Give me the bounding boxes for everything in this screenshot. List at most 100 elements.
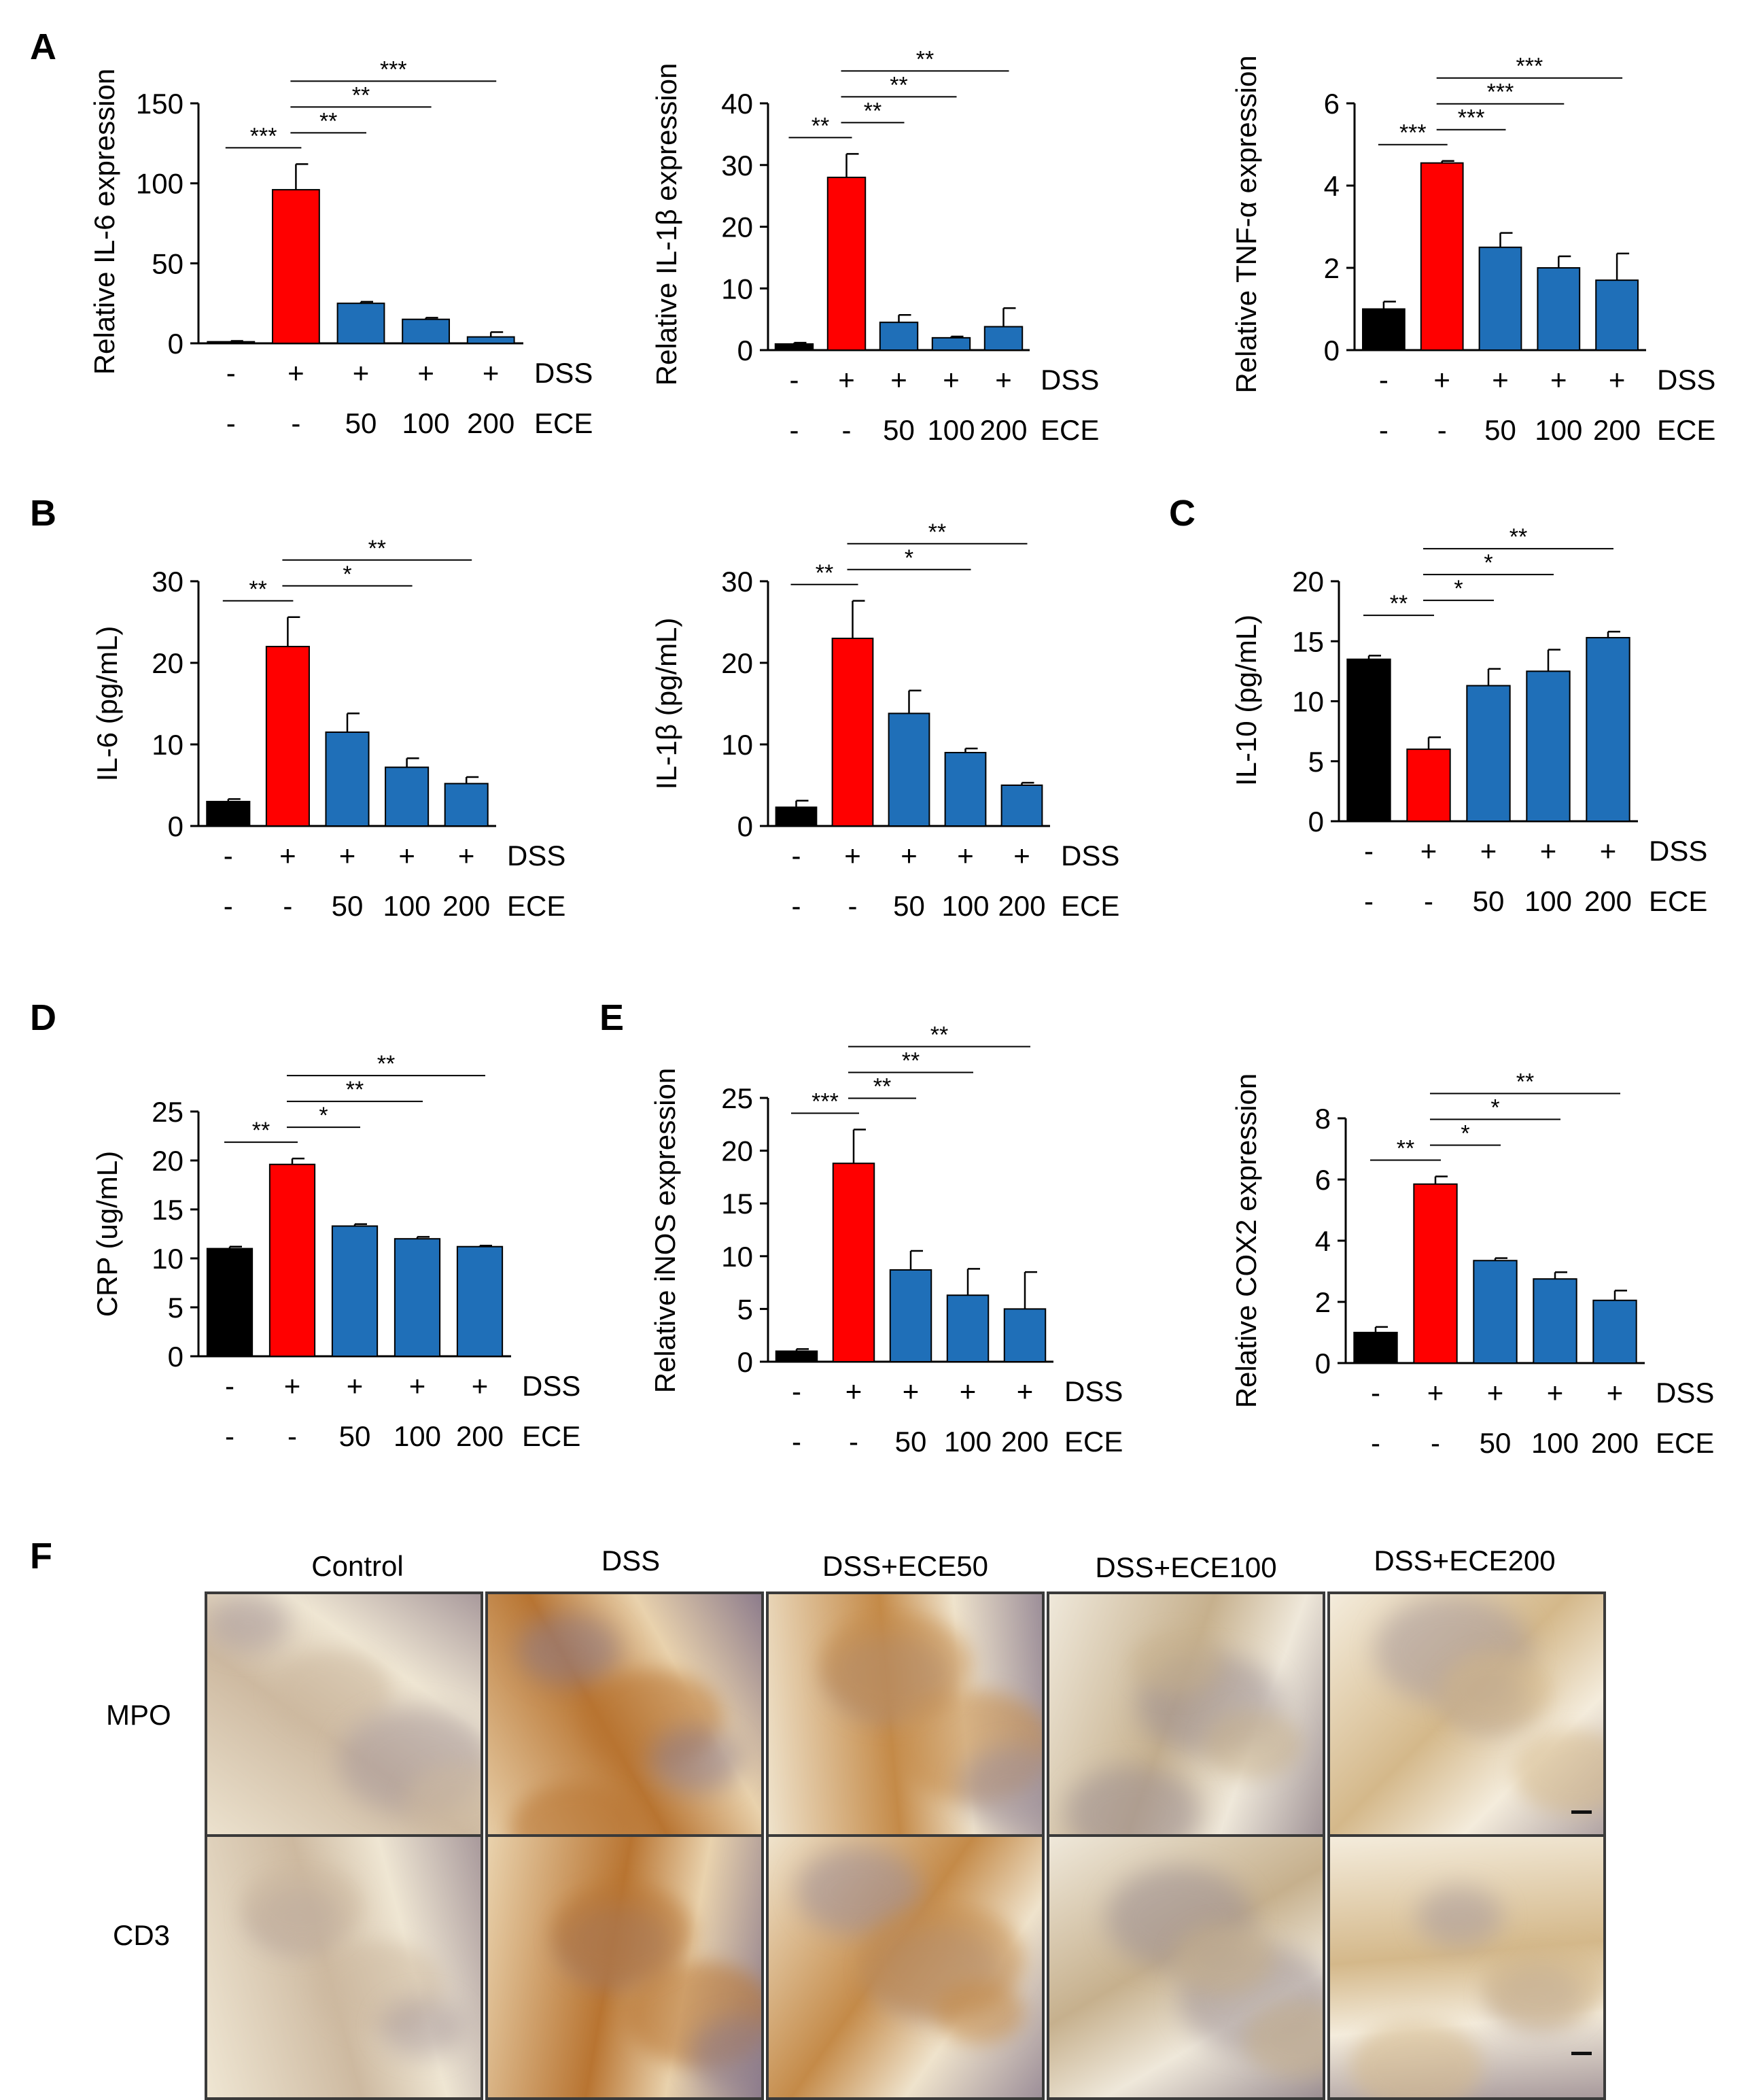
y-tick-label: 15 — [1292, 625, 1324, 657]
y-tick-label: 6 — [1315, 1164, 1331, 1196]
dss-row-label: DSS — [522, 1370, 580, 1402]
chart-e2: 0 2 4 6 8 Relative COX2 expression - + + + + - - 50 10… — [1230, 1069, 1714, 1460]
ece-row-label: ECE — [1657, 414, 1715, 446]
ece-row-value: - — [1424, 885, 1433, 917]
dss-row-value: - — [1364, 835, 1374, 867]
micrograph-cd3-2 — [485, 1834, 764, 2100]
ece-row-value: - — [842, 414, 852, 446]
y-axis-label: Relative iNOS expression — [649, 1068, 681, 1394]
dss-row-label: DSS — [1064, 1375, 1123, 1407]
bar — [402, 318, 451, 345]
column-label-dss-ece50: DSS+ECE50 — [822, 1550, 988, 1582]
panel-letter-e: E — [599, 997, 625, 1038]
micrograph-mpo-1 — [205, 1591, 483, 1857]
significance-label: *** — [380, 56, 407, 82]
ece-row-value: - — [792, 890, 801, 922]
tissue-stain — [207, 1594, 289, 1651]
ece-row-label: ECE — [1649, 885, 1707, 917]
bar — [1537, 267, 1581, 351]
significance-label: ** — [864, 98, 882, 124]
bar — [1420, 162, 1464, 351]
dss-row-label: DSS — [534, 357, 593, 389]
significance-label: ** — [346, 1077, 364, 1103]
bar — [931, 337, 971, 351]
significance-label: ** — [377, 1051, 395, 1077]
y-tick-label: 20 — [1292, 566, 1324, 598]
ece-row-value: 100 — [402, 407, 450, 439]
dss-row-value: + — [838, 364, 855, 396]
bar — [325, 731, 370, 827]
bar — [775, 806, 818, 827]
tissue-stain — [381, 1998, 464, 2057]
ece-row-value: - — [226, 407, 236, 439]
micrograph-mpo-3 — [766, 1591, 1045, 1857]
y-tick-label: 20 — [721, 1135, 753, 1167]
y-tick-label: 5 — [1308, 746, 1324, 778]
y-tick-label: 20 — [721, 211, 753, 243]
y-tick-label: 10 — [152, 1243, 184, 1275]
dss-row-value: + — [957, 840, 974, 872]
chart-d: 0 5 10 15 20 25 CRP (ug/mL) - + + + + - - 50 100 200 DSS E… — [91, 1051, 580, 1452]
panel-letter-b: B — [30, 493, 56, 534]
y-tick-label: 20 — [152, 1145, 184, 1177]
dss-row-value: - — [1379, 364, 1389, 396]
ece-row-value: - — [224, 890, 233, 922]
y-tick-label: 0 — [1324, 334, 1340, 366]
ece-row-value: - — [225, 1420, 234, 1452]
bar — [1003, 1308, 1047, 1363]
significance-label: *** — [250, 123, 277, 149]
micrograph-mpo-2 — [485, 1591, 764, 1857]
dss-row-value: + — [1492, 364, 1509, 396]
significance-label: ** — [1516, 1069, 1534, 1095]
ece-row-value: 100 — [1531, 1427, 1579, 1459]
ece-row-value: - — [790, 414, 799, 446]
panel-letter-c: C — [1169, 493, 1195, 534]
significance-label: * — [319, 1103, 328, 1129]
ece-row-value: 100 — [941, 890, 989, 922]
dss-row-value: + — [1540, 835, 1557, 867]
ece-row-value: 100 — [1524, 885, 1572, 917]
dss-row-value: + — [1607, 1377, 1624, 1409]
column-label-control: Control — [311, 1550, 404, 1582]
dss-row-value: + — [995, 364, 1012, 396]
column-label-dss-ece200: DSS+ECE200 — [1374, 1545, 1556, 1577]
dss-row-label: DSS — [1656, 1377, 1714, 1409]
y-tick-label: 0 — [168, 1341, 184, 1373]
y-tick-label: 15 — [721, 1188, 753, 1220]
y-tick-label: 6 — [1324, 88, 1340, 120]
ece-row-value: 200 — [442, 890, 490, 922]
dss-row-label: DSS — [1649, 835, 1707, 867]
ece-row-label: ECE — [1064, 1426, 1123, 1458]
dss-row-value: + — [417, 357, 434, 389]
dss-row-value: - — [1371, 1377, 1380, 1409]
tissue-stain — [1441, 1652, 1552, 1730]
y-axis-label: Relative COX2 expression — [1230, 1073, 1262, 1409]
ece-row-label: ECE — [522, 1420, 580, 1452]
ece-row-value: - — [1371, 1427, 1380, 1459]
dss-row-value: + — [901, 840, 918, 872]
tissue-stain — [1131, 1632, 1221, 1696]
y-tick-label: 25 — [721, 1082, 753, 1114]
bar — [271, 189, 320, 344]
dss-row-value: + — [347, 1370, 364, 1402]
bar — [456, 1245, 504, 1357]
dss-row-value: + — [287, 357, 304, 389]
bar — [1592, 1299, 1637, 1364]
ece-row-value: 200 — [1584, 885, 1632, 917]
significance-label: ** — [928, 519, 946, 545]
panel-letter-f: F — [30, 1536, 52, 1577]
dss-row-value: + — [1550, 364, 1567, 396]
tissue-stain — [1203, 1710, 1302, 1780]
y-axis-label: CRP (ug/mL) — [91, 1151, 123, 1317]
bar — [385, 766, 430, 827]
bar — [983, 326, 1024, 351]
column-label-dss: DSS — [601, 1545, 661, 1577]
bar — [1473, 1260, 1518, 1364]
y-axis-label: Relative TNF-α expression — [1230, 55, 1262, 393]
significance-label: * — [1461, 1121, 1469, 1147]
significance-label: ** — [252, 1118, 270, 1143]
bar — [206, 1247, 254, 1357]
bar — [831, 638, 874, 827]
ece-row-label: ECE — [1041, 414, 1099, 446]
